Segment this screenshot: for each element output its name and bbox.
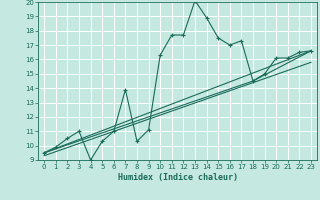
X-axis label: Humidex (Indice chaleur): Humidex (Indice chaleur) <box>118 173 238 182</box>
